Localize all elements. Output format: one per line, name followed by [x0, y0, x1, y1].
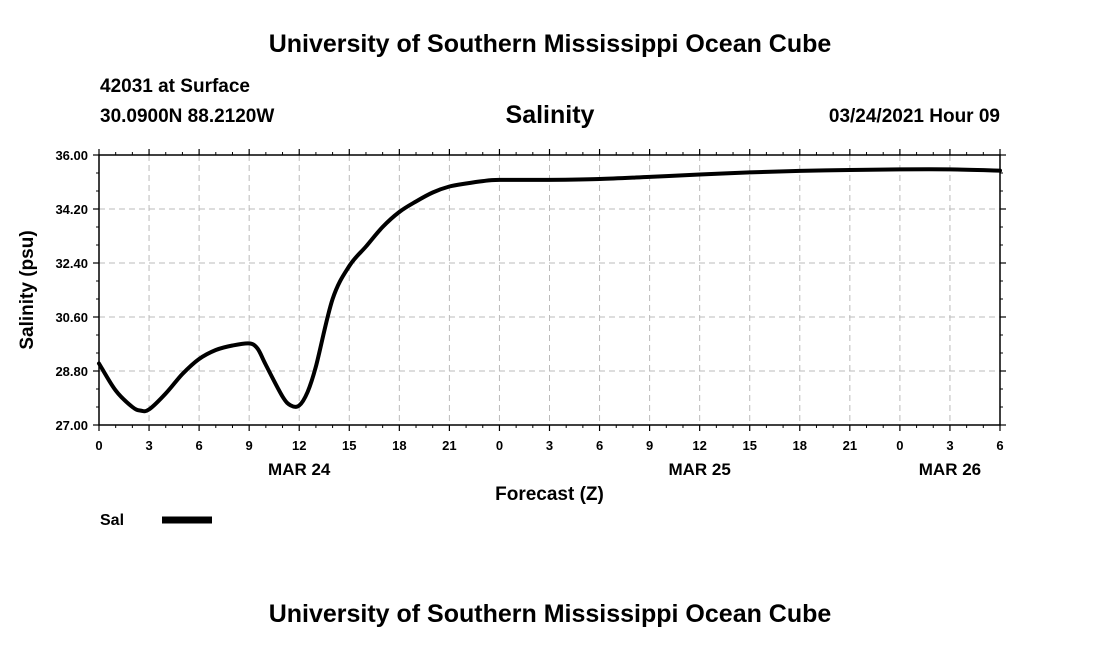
- x-tick-label: 18: [392, 438, 406, 453]
- x-tick-label: 3: [145, 438, 152, 453]
- x-tick-label: 18: [793, 438, 807, 453]
- y-tick-label: 32.40: [55, 256, 88, 271]
- station-label: 42031 at Surface: [100, 76, 250, 97]
- coordinates-label: 30.0900N 88.2120W: [100, 106, 275, 127]
- x-tick-label: 6: [996, 438, 1003, 453]
- x-tick-label: 3: [546, 438, 553, 453]
- x-axis-label: Forecast (Z): [495, 484, 604, 505]
- series-line-sal: [97, 167, 1002, 414]
- y-tick-label: 36.00: [55, 148, 88, 163]
- y-tick-label: 28.80: [55, 364, 88, 379]
- x-tick-label: 0: [95, 438, 102, 453]
- legend-label-sal: Sal: [100, 512, 124, 529]
- x-tick-label: 12: [292, 438, 306, 453]
- date-labels: MAR 24 MAR 25 MAR 26: [268, 460, 981, 479]
- footer-title: University of Southern Mississippi Ocean…: [268, 600, 832, 628]
- x-tick-label: 0: [896, 438, 903, 453]
- date-label: MAR 24: [268, 460, 331, 479]
- x-tick-label: 15: [342, 438, 356, 453]
- chart-title: Salinity: [505, 101, 595, 129]
- y-tick-labels: 27.00 28.80 30.60 32.40 34.20 36.00: [55, 148, 88, 433]
- page-title: University of Southern Mississippi Ocean…: [268, 30, 832, 58]
- x-tick-label: 3: [946, 438, 953, 453]
- grid-lines: [99, 155, 1000, 425]
- datetime-label: 03/24/2021 Hour 09: [828, 106, 1000, 127]
- x-tick-labels: 0 3 6 9 12 15 18 21 0 3 6 9 12 15 18 21 0 3 6: [95, 438, 1003, 453]
- x-tick-label: 9: [246, 438, 253, 453]
- legend: Sal: [100, 512, 212, 529]
- date-label: MAR 26: [919, 460, 981, 479]
- date-label: MAR 25: [668, 460, 730, 479]
- x-tick-label: 21: [442, 438, 456, 453]
- y-axis-label: Salinity (psu): [17, 230, 38, 349]
- x-tick-label: 0: [496, 438, 503, 453]
- x-tick-label: 12: [692, 438, 706, 453]
- x-tick-label: 6: [195, 438, 202, 453]
- y-tick-label: 34.20: [55, 202, 88, 217]
- x-tick-label: 6: [596, 438, 603, 453]
- x-tick-label: 9: [646, 438, 653, 453]
- y-tick-label: 30.60: [55, 310, 88, 325]
- plot-frame: [98, 154, 1001, 426]
- x-tick-label: 15: [742, 438, 756, 453]
- y-tick-label: 27.00: [55, 418, 88, 433]
- x-tick-label: 21: [843, 438, 857, 453]
